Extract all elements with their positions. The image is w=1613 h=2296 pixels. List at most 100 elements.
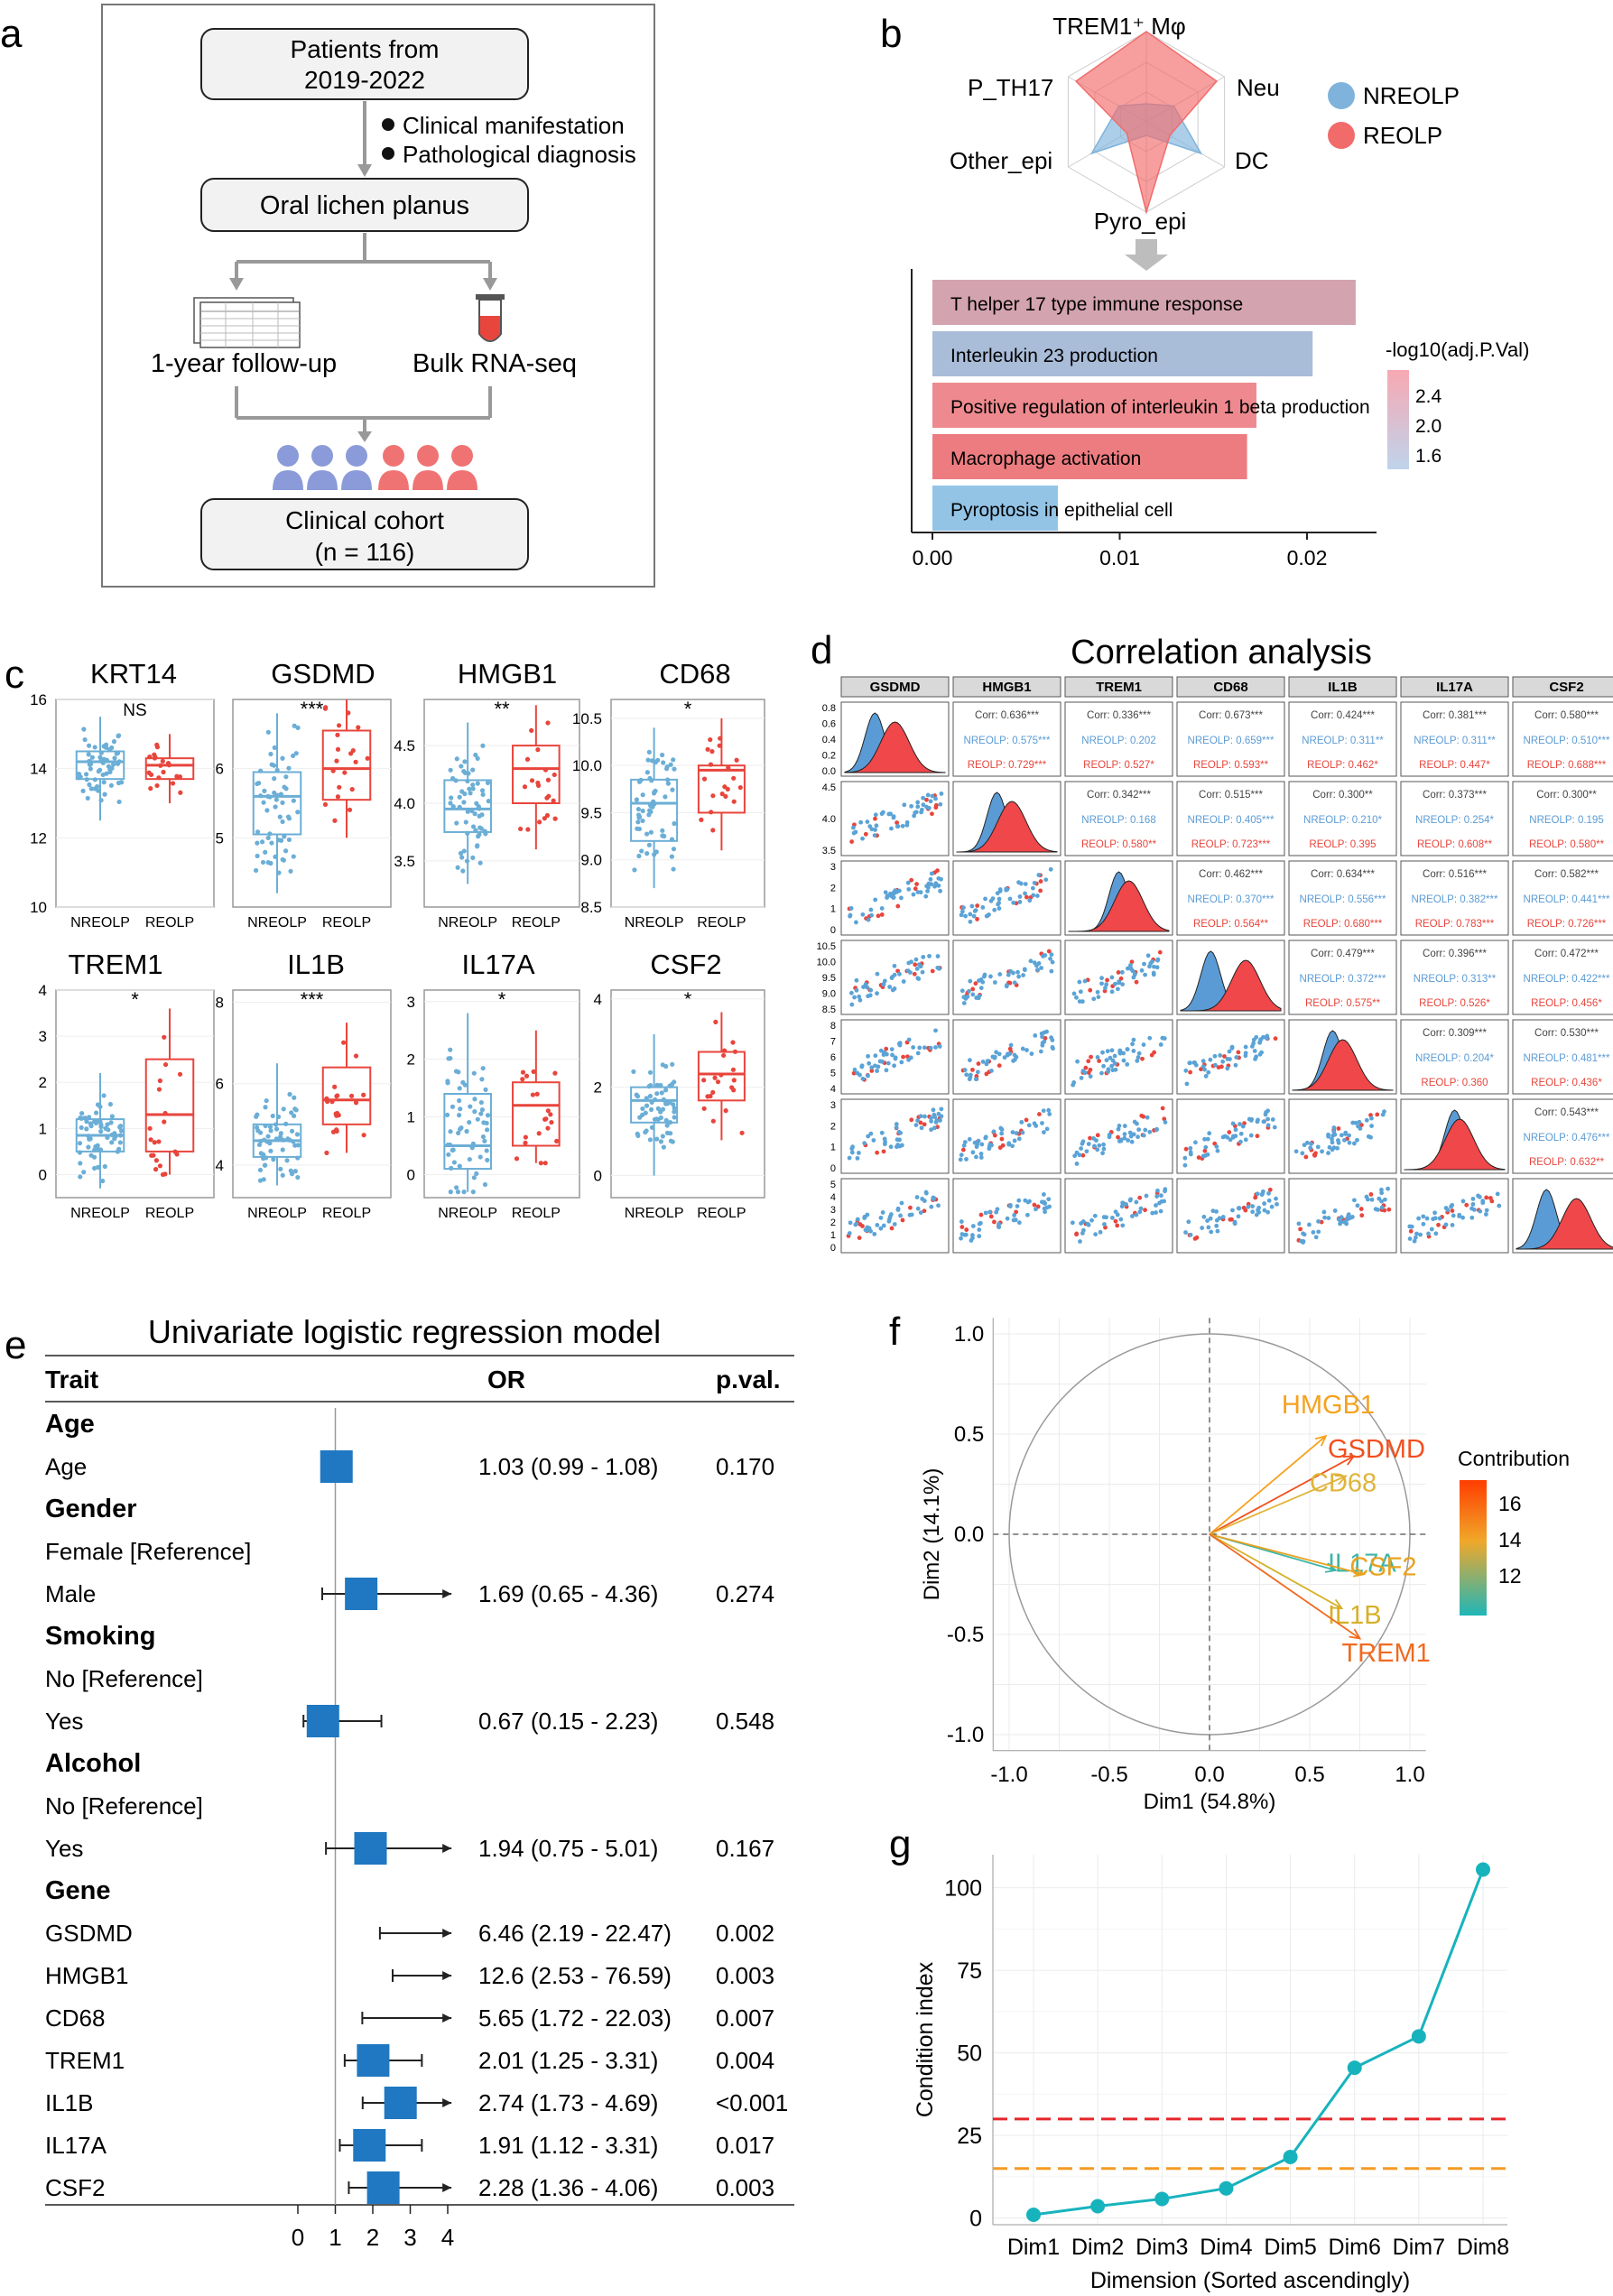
corr-scatter-point [1386,1186,1391,1191]
bar-3 [932,383,1256,428]
corr-scatter-point [1079,1221,1084,1226]
person-icon-head [346,445,367,467]
corr-y-tick: 3 [830,862,836,873]
corr-scatter-point [1116,986,1120,992]
boxplot-point [147,755,153,760]
pca-vector-arrowhead [1334,1475,1348,1486]
corr-scatter-point [975,917,979,921]
corr-scatter-point [1012,1213,1017,1217]
corr-scatter-point [977,1227,982,1232]
boxplot-title: HMGB1 [458,658,557,690]
corr-scatter-point [862,1216,867,1220]
corr-scatter-point [999,1131,1005,1136]
bar-2 [932,331,1313,376]
corr-scatter-point [1225,1057,1230,1061]
boxplot-y-tick: 2 [39,1074,47,1091]
corr-scatter-point [1335,1145,1340,1151]
boxplot-point [647,1093,654,1099]
corr-scatter-point [1188,1145,1193,1151]
corr-scatter-point [871,1138,876,1143]
boxplot-group-label: NREOLP [247,1206,307,1221]
corr-scatter-point [1128,1134,1134,1139]
boxplot-point [117,1140,123,1145]
corr-scatter-point [865,1212,870,1217]
corr-scatter-point [1043,1201,1048,1206]
forest-ci-arrow [442,1844,452,1853]
boxplot-point [467,1119,472,1125]
corr-scatter-point [869,827,875,832]
corr-scatter-point [883,1139,887,1144]
boxplot-point [450,1147,455,1153]
boxplot-point [731,775,737,781]
corr-scatter-point [1262,1201,1267,1206]
corr-scatter-point [913,962,918,967]
boxplot-point [103,745,109,750]
boxplot-point [524,1073,530,1079]
corr-scatter-point [1012,1052,1017,1058]
corr-cell [1400,860,1509,936]
cond-x-tick: Dim1 [1007,2235,1060,2260]
corr-scatter-point [1380,1112,1386,1117]
corr-cell [840,940,950,1015]
bar-5 [932,486,1059,531]
boxplot-y-tick: 12 [30,829,47,847]
boxplot-point [663,1101,669,1106]
corr-scatter-point [1159,1193,1163,1199]
patient-icons [273,445,477,490]
corr-scatter-point [939,1106,944,1112]
boxplot-point [295,810,301,815]
corr-y-tick: 3 [830,1205,836,1216]
corr-nreolp: NREOLP: 0.370*** [1188,894,1275,905]
forest-point-estimate [384,2087,417,2119]
corr-scatter-point [1208,1057,1213,1062]
corr-scatter-point [925,888,930,893]
corr-scatter-point [983,1210,988,1216]
corr-scatter-point [1038,1049,1043,1054]
boxplot-point [554,1138,560,1143]
corr-scatter-point [971,913,977,919]
pca-vector-label: TREM1 [1342,1639,1431,1668]
boxplot-point [530,1092,535,1097]
corr-scatter-point [889,1226,895,1231]
corr-scatter-point [1460,1199,1466,1204]
boxplot-point [147,1125,153,1131]
boxplot-point [708,736,713,743]
corr-scatter-point [1300,1151,1305,1156]
boxplot-point [471,1070,477,1076]
corr-scatter-point [978,977,984,982]
corr-scatter-point [915,1118,920,1124]
corr-scatter-point [973,1077,978,1082]
boxplot-point [280,819,285,825]
corr-scatter-point [906,1037,912,1042]
corr-scatter-point [1215,1228,1220,1234]
corr-reolp: REOLP: 0.580** [1529,839,1605,850]
corr-scatter-point [1326,1151,1330,1155]
corr-scatter-point [1346,1213,1351,1218]
corr-scatter-point [1035,967,1040,973]
forest-row-label: HMGB1 [45,1962,128,1989]
corr-reolp: REOLP: 0.726*** [1527,919,1607,930]
corr-scatter-point [1203,1144,1209,1150]
boxplot-point [660,1134,665,1139]
corr-scatter-point [961,905,966,911]
corr-scatter-point [895,1143,901,1147]
boxplot-point [81,1170,87,1175]
boxplot-point [481,1120,487,1125]
boxplot-group-label: REOLP [145,1206,194,1221]
corr-cell [1512,860,1613,936]
corr-scatter-point [875,971,880,977]
boxplot-group-label: NREOLP [70,1206,130,1221]
corr-nreolp: NREOLP: 0.575*** [964,736,1051,746]
corr-scatter-point [964,1157,969,1162]
corr-scatter-point [1272,1125,1277,1130]
corr-scatter-point [1407,1224,1413,1229]
corr-scatter-point [968,978,973,984]
boxplot-group-label: NREOLP [625,1206,684,1221]
boxplot-point [109,1140,115,1145]
boxplot-group-label: REOLP [322,1206,371,1221]
corr-scatter-point [1084,1149,1089,1154]
boxplot-group-label: NREOLP [247,915,307,930]
boxplot-y-tick: 0 [39,1166,47,1183]
corr-scatter-point [1250,1204,1256,1208]
boxplot-point [273,797,279,802]
